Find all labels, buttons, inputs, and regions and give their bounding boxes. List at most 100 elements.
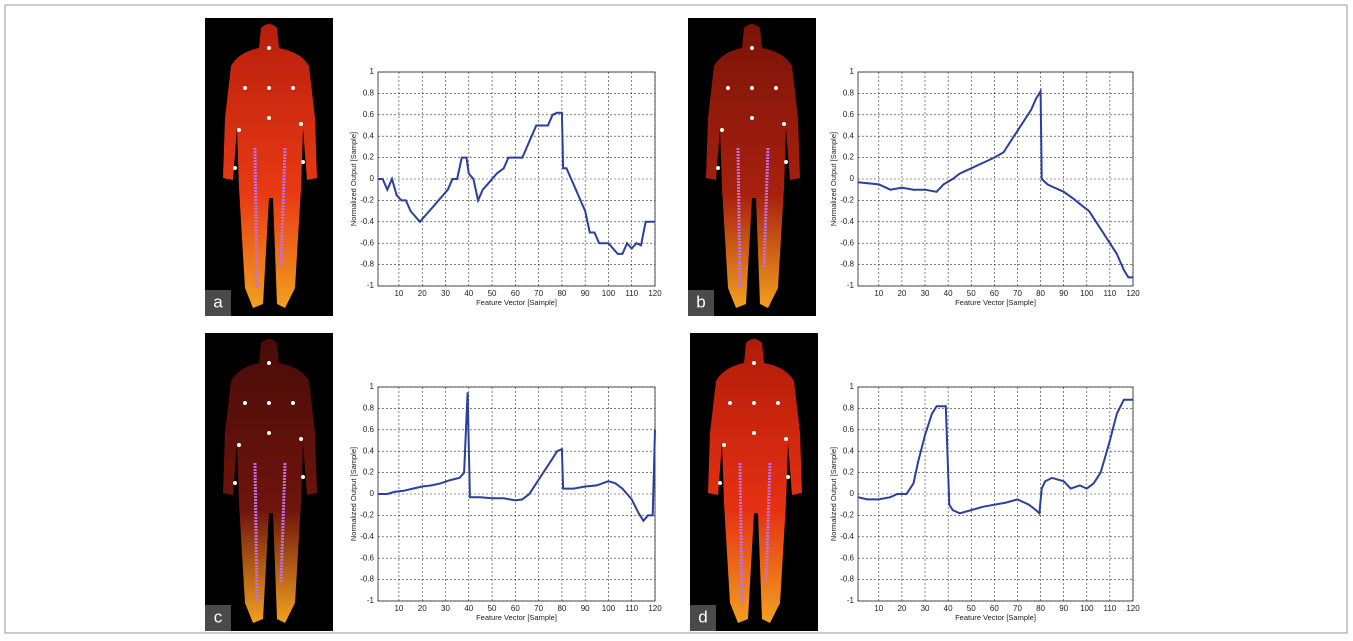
joint-dot [784, 160, 788, 164]
body-image [205, 333, 333, 631]
x-tick-label: 60 [990, 604, 999, 613]
y-tick-label: 0 [850, 489, 855, 498]
x-tick-label: 40 [944, 604, 953, 613]
x-tick-label: 110 [1104, 604, 1117, 613]
joint-dot [237, 128, 241, 132]
figure: a-1-0.8-0.6-0.4-0.200.20.40.60.811020304… [0, 0, 1353, 636]
x-tick-label: 90 [1059, 604, 1068, 613]
y-tick-label: 1 [850, 382, 855, 391]
joint-dot [299, 122, 303, 126]
y-tick-label: 0.4 [843, 446, 855, 455]
x-tick-label: 110 [625, 289, 638, 298]
x-tick-label: 80 [557, 604, 566, 613]
x-tick-label: 90 [581, 604, 590, 613]
x-tick-label: 20 [897, 289, 906, 298]
joint-dot [716, 166, 720, 170]
x-tick-label: 90 [581, 289, 590, 298]
panel-label: b [696, 292, 705, 311]
joint-dot [782, 122, 786, 126]
x-tick-label: 110 [1104, 289, 1117, 298]
y-tick-label: -1 [847, 281, 855, 290]
x-tick-label: 60 [511, 604, 520, 613]
x-tick-label: 80 [557, 289, 566, 298]
joint-dot [750, 86, 754, 90]
x-tick-label: 100 [602, 289, 616, 298]
y-tick-label: 0.8 [363, 404, 375, 413]
joint-dot [267, 401, 271, 405]
x-tick-label: 120 [1126, 604, 1140, 613]
x-tick-label: 10 [394, 604, 403, 613]
y-tick-label: -0.8 [840, 260, 854, 269]
y-tick-label: 0 [850, 174, 855, 183]
y-tick-label: -1 [367, 281, 375, 290]
y-tick-label: -0.6 [360, 553, 374, 562]
x-tick-label: 120 [648, 604, 662, 613]
x-tick-label: 30 [921, 289, 930, 298]
x-tick-label: 30 [921, 604, 930, 613]
y-axis-label: Normalized Output [Sample] [349, 132, 358, 226]
joint-dot [291, 86, 295, 90]
x-tick-label: 50 [488, 604, 497, 613]
body-image [205, 18, 333, 316]
joint-dot [784, 437, 788, 441]
x-tick-label: 100 [602, 604, 616, 613]
y-tick-label: -0.8 [360, 575, 374, 584]
y-tick-label: -1 [367, 596, 375, 605]
y-tick-label: 1 [370, 67, 375, 76]
x-tick-label: 80 [1036, 289, 1045, 298]
y-tick-label: -0.4 [360, 532, 374, 541]
y-tick-label: -0.6 [840, 553, 854, 562]
joint-dot [267, 46, 271, 50]
x-axis-label: Feature Vector [Sample] [955, 298, 1036, 307]
x-tick-label: 120 [1126, 289, 1140, 298]
joint-dot [728, 401, 732, 405]
x-tick-label: 10 [874, 289, 883, 298]
y-tick-label: 0.4 [843, 131, 855, 140]
x-tick-label: 70 [1013, 604, 1022, 613]
x-tick-label: 20 [897, 604, 906, 613]
joint-dot [267, 86, 271, 90]
y-tick-label: 0.6 [363, 110, 375, 119]
joint-dot [267, 361, 271, 365]
y-tick-label: -0.6 [360, 238, 374, 247]
y-tick-label: 0.2 [843, 468, 855, 477]
y-tick-label: 1 [370, 382, 375, 391]
y-tick-label: -0.8 [360, 260, 374, 269]
y-axis-label: Normalized Output [Sample] [829, 447, 838, 541]
y-axis-label: Normalized Output [Sample] [829, 132, 838, 226]
y-tick-label: -0.4 [840, 532, 854, 541]
panel-label: a [213, 292, 223, 311]
y-axis-label: Normalized Output [Sample] [349, 447, 358, 541]
joint-dot [301, 475, 305, 479]
x-tick-label: 10 [394, 289, 403, 298]
y-tick-label: -0.4 [360, 217, 374, 226]
y-tick-label: 0 [370, 174, 375, 183]
y-tick-label: -0.2 [360, 511, 374, 520]
y-tick-label: 0.6 [363, 425, 375, 434]
x-axis-label: Feature Vector [Sample] [955, 613, 1036, 622]
joint-dot [233, 166, 237, 170]
x-tick-label: 30 [441, 604, 450, 613]
x-tick-label: 40 [464, 604, 473, 613]
x-tick-label: 50 [488, 289, 497, 298]
body-image [688, 18, 816, 316]
joint-dot [243, 401, 247, 405]
y-tick-label: 0.2 [363, 468, 375, 477]
joint-dot [750, 116, 754, 120]
x-tick-label: 50 [967, 604, 976, 613]
y-tick-label: 0.2 [843, 153, 855, 162]
joint-dot [299, 437, 303, 441]
x-tick-label: 20 [418, 604, 427, 613]
x-tick-label: 60 [511, 289, 520, 298]
joint-dot [718, 481, 722, 485]
joint-dot [720, 128, 724, 132]
joint-dot [233, 481, 237, 485]
y-tick-label: 0.6 [843, 425, 855, 434]
y-tick-label: 0.4 [363, 131, 375, 140]
y-tick-label: -0.8 [840, 575, 854, 584]
joint-dot [267, 431, 271, 435]
panel-label: d [698, 607, 707, 626]
joint-dot [726, 86, 730, 90]
x-tick-label: 80 [1036, 604, 1045, 613]
y-tick-label: 0.8 [843, 404, 855, 413]
